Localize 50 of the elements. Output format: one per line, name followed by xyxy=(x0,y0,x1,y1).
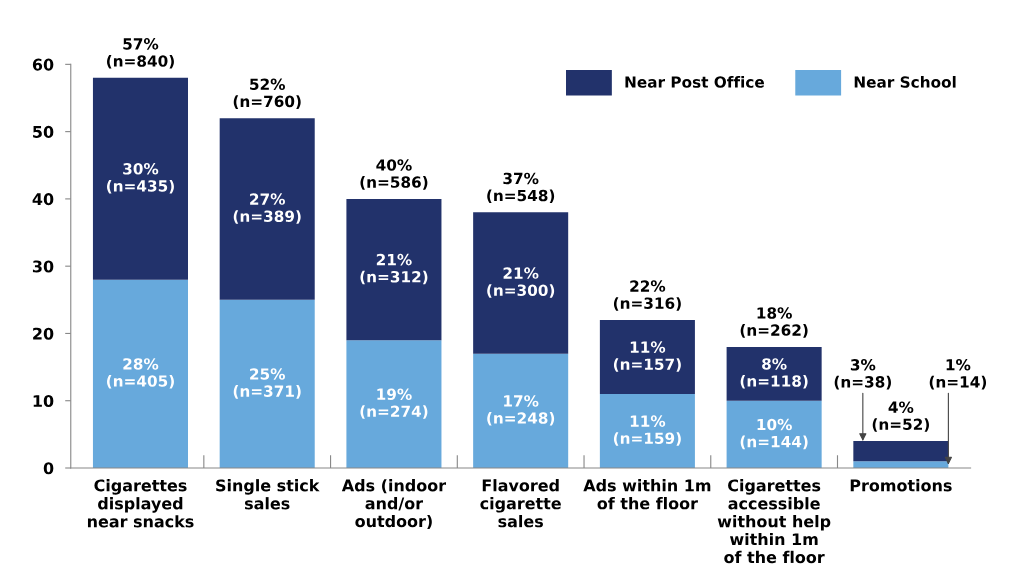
data-label: 11% (n=159) xyxy=(613,415,681,446)
bar xyxy=(726,346,822,401)
data-label: 17% (n=248) xyxy=(487,395,555,426)
total-label: 40% (n=586) xyxy=(360,159,428,190)
data-label: 21% (n=312) xyxy=(360,253,428,285)
bar xyxy=(473,353,569,468)
total-label: 57% (n=840) xyxy=(107,38,174,69)
bar xyxy=(346,340,442,468)
bar xyxy=(599,319,695,394)
y-tick-label: 50 xyxy=(33,125,54,138)
y-tick-label: 40 xyxy=(32,193,54,206)
data-label: 1% (n=14) xyxy=(929,359,987,390)
bar xyxy=(219,118,315,300)
total-label: 4% (n=52) xyxy=(872,401,929,432)
data-label: 28% (n=405) xyxy=(107,358,174,389)
bar xyxy=(599,394,695,468)
x-tick-label: Cigarettes displayed near snacks xyxy=(87,479,194,528)
total-label: 22% (n=316) xyxy=(613,280,681,311)
y-tick-label: 30 xyxy=(32,260,54,273)
data-label: 10% (n=144) xyxy=(740,418,808,450)
x-tick-label: Flavored cigarette sales xyxy=(480,479,561,528)
legend-label: Near School xyxy=(854,75,956,88)
bar xyxy=(92,77,188,280)
x-tick-label: Single stick sales xyxy=(216,479,320,510)
bar xyxy=(473,212,569,354)
bar xyxy=(346,198,442,341)
data-label: 27% (n=389) xyxy=(233,193,301,224)
y-tick-label: 20 xyxy=(33,327,54,340)
x-tick-label: Ads within 1m of the floor xyxy=(583,479,711,510)
x-tick-label: Promotions xyxy=(850,479,952,492)
total-label: 52% (n=760) xyxy=(233,78,301,109)
x-tick-label: Ads (indoor and/or outdoor) xyxy=(341,479,447,530)
total-label: 18% (n=262) xyxy=(740,307,808,338)
data-label: 8% (n=118) xyxy=(740,358,808,389)
data-label: 25% (n=371) xyxy=(233,368,301,399)
y-tick-label: 0 xyxy=(43,462,54,475)
bar xyxy=(853,441,949,462)
total-label: 37% (n=548) xyxy=(487,172,555,204)
x-tick-label: Cigarettes accessible without help within 1m of the floor xyxy=(717,479,831,564)
data-label: 3% (n=38) xyxy=(834,359,891,390)
data-label: 19% (n=274) xyxy=(360,388,428,419)
bar xyxy=(92,279,188,468)
y-tick-label: 60 xyxy=(32,58,54,71)
bar xyxy=(219,299,315,468)
bar xyxy=(726,400,822,468)
data-label: 21% (n=300) xyxy=(487,267,555,298)
y-tick-label: 10 xyxy=(33,394,54,408)
legend-label: Near Post Office xyxy=(625,75,764,88)
data-label: 30% (n=435) xyxy=(107,163,174,194)
data-label: 11% (n=157) xyxy=(613,341,681,372)
